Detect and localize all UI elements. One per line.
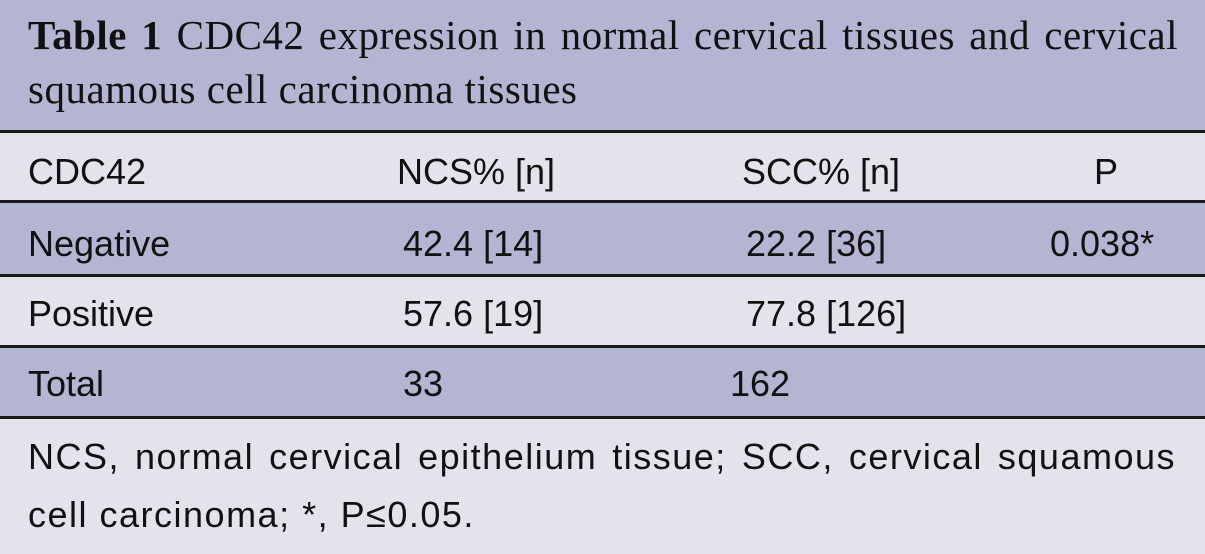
table-cell: 42.4 [14] [403,223,544,264]
table-cell: 77.8 [126] [746,293,907,334]
rule [0,416,1205,419]
rule [0,274,1205,277]
table-cell: 162 [730,363,791,404]
table-cell: 33 [403,363,444,404]
rule [0,130,1205,133]
table-row [0,277,1205,345]
header-cell: P [1094,151,1119,192]
table-cell: 22.2 [36] [746,223,887,264]
caption-label: Table 1 [28,12,163,58]
table-cell: 57.6 [19] [403,293,544,334]
caption-band [0,0,1205,130]
table-cell: 0.038* [1050,223,1155,264]
footnote: NCS, normal cervical epithelium tissue; … [28,436,1176,535]
header-cell: NCS% [n] [397,151,556,192]
rule [0,345,1205,348]
table-row [0,348,1205,416]
rule [0,200,1205,203]
table-cell: Positive [28,293,155,334]
table-row [0,203,1205,274]
table-cell: Negative [28,223,171,264]
header-row [0,133,1205,200]
header-cell: CDC42 [28,151,147,192]
caption: Table 1 CDC42 expression in normal cervi… [28,8,1178,116]
table-cell: Total [28,363,105,404]
caption-text: CDC42 expression in normal cervical tiss… [28,12,1178,112]
header-cell: SCC% [n] [742,151,901,192]
